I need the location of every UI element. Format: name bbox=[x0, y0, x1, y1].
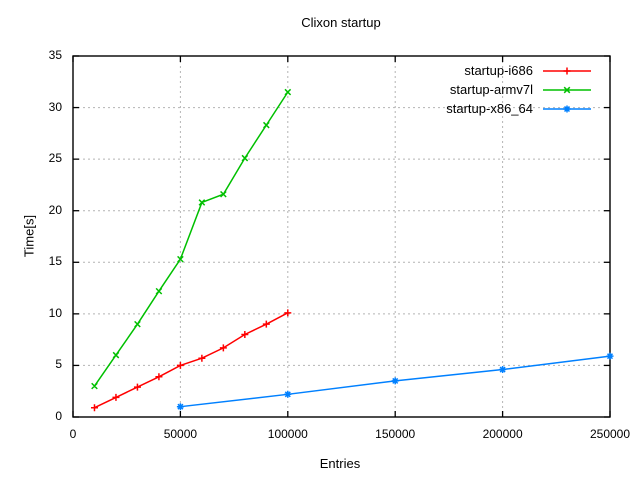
series-markers bbox=[91, 88, 292, 390]
y-tick-label: 30 bbox=[48, 99, 62, 114]
legend-item: startup-x86_64 bbox=[446, 99, 592, 118]
legend-sample-plus-icon bbox=[543, 67, 591, 74]
series-startup-armv7l bbox=[91, 88, 292, 390]
chart-title: Clixon startup bbox=[301, 15, 381, 30]
y-tick-label: 10 bbox=[48, 305, 62, 320]
legend-item: startup-armv7l bbox=[446, 80, 592, 99]
legend-label: startup-x86_64 bbox=[446, 101, 533, 116]
x-tick-label: 100000 bbox=[267, 427, 308, 441]
series-markers bbox=[90, 309, 292, 412]
series-markers bbox=[176, 352, 614, 411]
x-tick-label: 250000 bbox=[589, 427, 631, 441]
x-tick-label: 0 bbox=[69, 427, 77, 441]
legend-sample-cross-icon bbox=[543, 86, 591, 93]
legend: startup-i686 startup-armv7l startup-x86_64 bbox=[446, 61, 592, 118]
series-startup-i686 bbox=[90, 309, 292, 412]
y-tick-label: 0 bbox=[55, 409, 62, 423]
legend-label: startup-i686 bbox=[464, 63, 533, 78]
legend-item: startup-i686 bbox=[446, 61, 592, 80]
y-tick-label: 35 bbox=[48, 48, 62, 62]
y-tick-label: 5 bbox=[55, 357, 62, 372]
y-tick-label: 25 bbox=[48, 151, 62, 166]
x-tick-label: 200000 bbox=[482, 427, 523, 441]
x-tick-label: 150000 bbox=[375, 427, 416, 441]
series-startup-x86_64 bbox=[176, 352, 614, 411]
y-tick-label: 15 bbox=[48, 254, 62, 269]
y-axis-label: Time[s] bbox=[21, 214, 37, 258]
x-tick-label: 50000 bbox=[163, 427, 198, 441]
x-axis-label: Entries bbox=[319, 456, 361, 471]
legend-label: startup-armv7l bbox=[449, 82, 533, 97]
y-tick-label: 20 bbox=[48, 202, 62, 217]
legend-sample-asterisk-icon bbox=[543, 105, 591, 112]
